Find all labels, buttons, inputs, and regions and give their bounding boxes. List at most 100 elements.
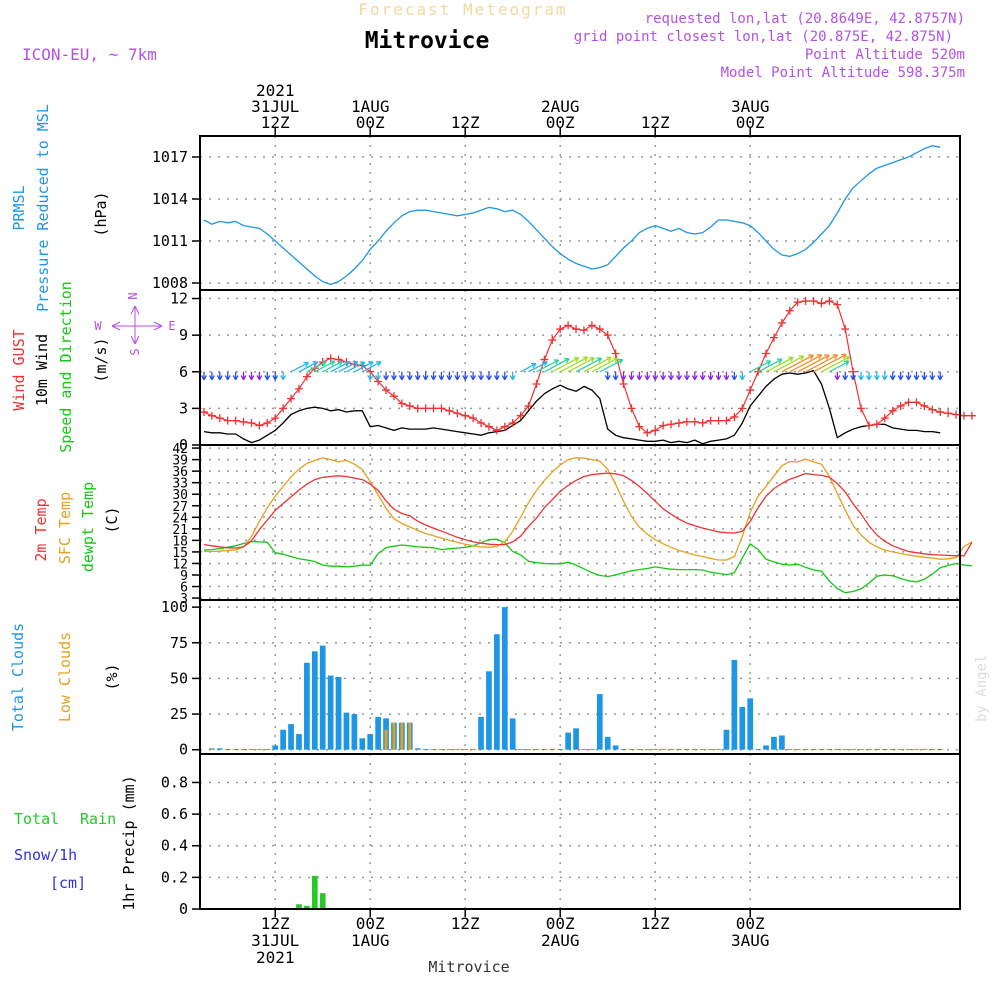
y-tick-label: 9 bbox=[179, 326, 188, 344]
total-clouds-bar bbox=[446, 749, 453, 750]
total-clouds-bar bbox=[826, 749, 833, 750]
wind-direction-arrow bbox=[929, 371, 936, 381]
total-clouds-bar bbox=[881, 749, 888, 750]
y-tick-label: 6 bbox=[180, 581, 188, 596]
wind-unit-label: (m/s) bbox=[92, 337, 110, 382]
model-point-altitude: Model Point Altitude 598.375m bbox=[721, 65, 965, 81]
wind-direction-arrow bbox=[757, 358, 783, 373]
low-clouds-bar bbox=[408, 722, 412, 750]
wind-gust-marker bbox=[445, 406, 454, 415]
total-clouds-bar bbox=[343, 712, 350, 750]
wind-gust-marker bbox=[532, 379, 541, 388]
wind-gust-marker bbox=[429, 404, 438, 413]
bottom-time-label: 2021 bbox=[256, 948, 295, 967]
wind-direction-arrow bbox=[829, 360, 850, 373]
total-clouds-bar bbox=[367, 734, 374, 750]
y-tick-label: 18 bbox=[172, 534, 188, 549]
wind-gust-marker bbox=[920, 401, 929, 410]
total-clouds-bar bbox=[889, 749, 896, 750]
total-clouds-bar bbox=[494, 634, 500, 750]
wind-direction-arrow bbox=[913, 371, 920, 381]
wind-gust-marker bbox=[207, 411, 216, 420]
axis-labels: 1008101110141017036912369121518212427303… bbox=[152, 81, 770, 967]
wind-direction-arrow bbox=[675, 371, 682, 381]
bottom-time-label: 00Z bbox=[736, 914, 765, 933]
panel-frame bbox=[199, 753, 961, 910]
total-clouds-bar bbox=[755, 749, 761, 750]
wind-gust-marker bbox=[382, 386, 391, 395]
wind-gust-marker bbox=[437, 404, 446, 413]
wind-direction-arrow bbox=[361, 361, 382, 373]
snow-label: Snow/1h bbox=[14, 846, 77, 864]
bottom-time-label: 1AUG bbox=[351, 931, 390, 950]
wind-gust-marker bbox=[952, 410, 961, 419]
total-clouds-bar bbox=[850, 749, 856, 750]
wind-gust-marker bbox=[603, 331, 612, 340]
y-tick-label: 25 bbox=[170, 705, 188, 723]
wind-speed-direction-label: Speed and Direction bbox=[57, 281, 75, 453]
wind-direction-arrow bbox=[544, 358, 570, 373]
precip-labels: Total Rain Snow/1h [cm] 1hr Precip (mm) bbox=[14, 775, 138, 910]
wind-direction-arrow bbox=[699, 371, 706, 381]
y-tick-label: 6 bbox=[179, 363, 188, 381]
total-clouds-bar bbox=[232, 749, 239, 750]
total-clouds-bar bbox=[335, 677, 342, 750]
total-clouds-bar bbox=[715, 749, 722, 750]
total-clouds-bar bbox=[684, 749, 690, 750]
total-clouds-bar bbox=[430, 749, 437, 750]
wind-direction-arrow bbox=[462, 371, 469, 381]
total-clouds-bar bbox=[652, 749, 659, 750]
wind-gust-marker bbox=[698, 419, 707, 428]
top-time-label: 12Z bbox=[451, 113, 480, 132]
wind-direction-arrow bbox=[390, 371, 397, 381]
precip-unit-label: 1hr Precip (mm) bbox=[120, 775, 138, 910]
wind-direction-arrow bbox=[446, 371, 453, 381]
wind-gust-marker bbox=[809, 296, 818, 305]
total-clouds-bar bbox=[525, 749, 532, 750]
wind-direction-arrow bbox=[383, 371, 390, 381]
wind-direction-arrow bbox=[430, 371, 437, 381]
y-tick-label: 1011 bbox=[152, 232, 188, 250]
wind-gust-marker bbox=[706, 416, 715, 425]
wind-gust-marker bbox=[777, 318, 786, 327]
wind-direction-arrow bbox=[850, 371, 857, 381]
wind-direction-arrow bbox=[240, 371, 247, 381]
compass-arrows bbox=[111, 305, 163, 345]
total-clouds-bar bbox=[248, 749, 255, 750]
wind-direction-arrow bbox=[765, 356, 794, 373]
wind-gust-marker bbox=[730, 412, 739, 421]
total-clouds-bar bbox=[573, 728, 579, 750]
total-clouds-bar bbox=[533, 749, 540, 750]
wind-direction-arrow bbox=[493, 371, 500, 381]
wind-gust-marker bbox=[825, 296, 834, 305]
total-clouds-bar bbox=[810, 749, 817, 750]
wind-direction-arrow bbox=[398, 371, 405, 381]
wind-gust-marker bbox=[231, 416, 240, 425]
total-clouds-bar bbox=[771, 736, 777, 750]
wind-gust-marker bbox=[857, 404, 866, 413]
total-clouds-bar bbox=[691, 749, 698, 750]
wind-gust-marker bbox=[769, 333, 778, 342]
total-clouds-bar bbox=[747, 698, 754, 750]
wind-gust-marker bbox=[405, 401, 414, 410]
wind-gust-marker bbox=[643, 428, 652, 437]
wind-gust-marker bbox=[484, 422, 493, 431]
bottom-time-label: 00Z bbox=[546, 914, 575, 933]
wind-gust-marker bbox=[833, 300, 842, 309]
total-clouds-bar bbox=[913, 749, 920, 750]
wind-direction-arrow bbox=[501, 371, 508, 381]
total-clouds-bar bbox=[818, 749, 825, 750]
y-tick-label: 100 bbox=[161, 598, 188, 616]
wind-direction-arrow bbox=[789, 354, 823, 373]
wind-gust-marker bbox=[453, 409, 462, 418]
wind-gust-marker bbox=[722, 416, 731, 425]
wind-direction-arrow bbox=[559, 356, 589, 373]
wind-gust-marker bbox=[287, 394, 296, 403]
wind-gust-marker bbox=[864, 421, 873, 430]
wind-direction-arrow bbox=[668, 371, 675, 381]
total-clouds-bar bbox=[216, 748, 223, 750]
wind-gust-marker bbox=[271, 414, 280, 423]
wind-direction-arrow bbox=[330, 361, 350, 373]
model-label: ICON-EU, ~ 7km bbox=[22, 45, 157, 64]
